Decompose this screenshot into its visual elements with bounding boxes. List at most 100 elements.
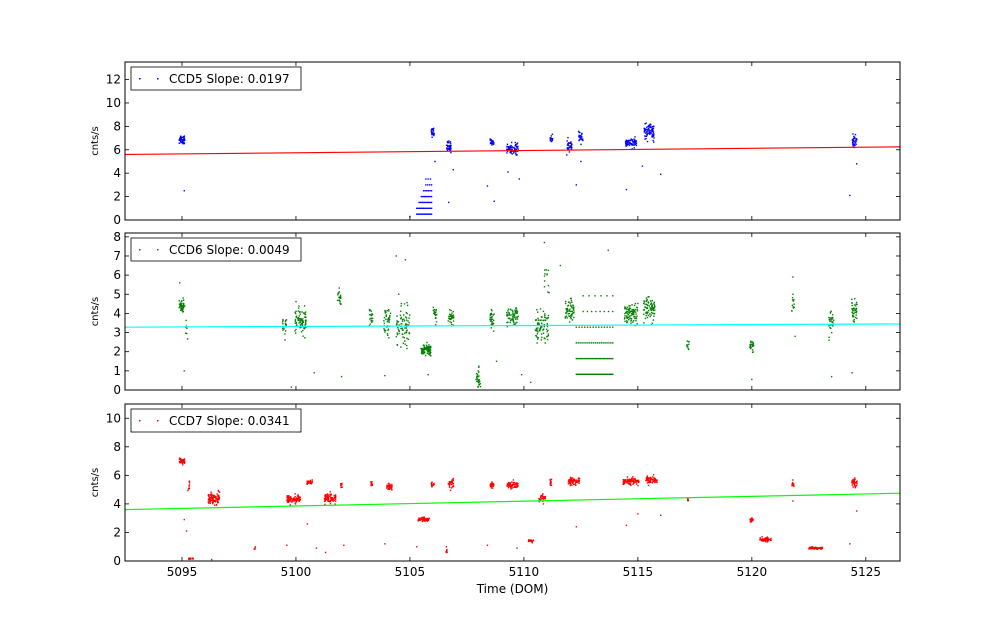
data-point xyxy=(405,330,408,332)
data-point xyxy=(625,140,627,143)
data-point xyxy=(445,551,447,554)
data-point xyxy=(765,541,767,543)
data-point xyxy=(632,320,635,322)
data-point xyxy=(589,373,591,375)
data-point xyxy=(749,519,752,521)
data-point xyxy=(854,133,857,136)
data-point xyxy=(574,483,576,485)
data-point xyxy=(575,326,578,328)
y-tick-label: 4 xyxy=(113,166,121,180)
data-point xyxy=(396,324,398,326)
data-point xyxy=(423,349,425,352)
data-point xyxy=(579,136,581,139)
data-point xyxy=(515,311,517,313)
data-point xyxy=(295,316,297,318)
data-point xyxy=(478,381,480,383)
data-point xyxy=(540,498,542,500)
data-point xyxy=(426,349,428,351)
data-point xyxy=(752,341,754,344)
data-point xyxy=(386,326,388,328)
data-point xyxy=(333,497,335,500)
data-point xyxy=(297,498,299,500)
data-point xyxy=(179,459,182,461)
data-point xyxy=(180,304,183,306)
data-point xyxy=(384,310,386,313)
data-point xyxy=(433,312,435,315)
data-point xyxy=(854,481,856,484)
data-point xyxy=(635,316,637,319)
data-point xyxy=(294,332,297,334)
data-point xyxy=(209,494,212,496)
data-point xyxy=(183,135,186,137)
data-point xyxy=(449,145,451,147)
data-point xyxy=(285,330,287,332)
data-point xyxy=(654,481,656,484)
data-point xyxy=(422,352,425,355)
data-point xyxy=(188,485,190,487)
data-point xyxy=(507,485,509,487)
data-point xyxy=(644,317,647,320)
data-point xyxy=(286,500,288,502)
data-point xyxy=(506,143,509,146)
data-point xyxy=(791,296,794,299)
data-point xyxy=(818,547,820,550)
data-point xyxy=(513,314,515,317)
data-point xyxy=(334,498,337,501)
data-point xyxy=(646,134,648,136)
data-point xyxy=(650,302,653,305)
data-point xyxy=(851,482,853,484)
data-point xyxy=(428,351,430,353)
data-point xyxy=(284,339,286,341)
data-point xyxy=(179,304,182,306)
data-point xyxy=(427,519,429,521)
data-point xyxy=(298,497,300,500)
data-point xyxy=(652,309,655,312)
data-point xyxy=(447,145,449,147)
data-point xyxy=(855,312,858,314)
data-point xyxy=(542,498,544,500)
data-point xyxy=(422,517,424,520)
data-point xyxy=(537,337,539,339)
data-point xyxy=(793,303,795,305)
data-point xyxy=(687,345,689,348)
data-point xyxy=(435,321,438,323)
data-point xyxy=(181,462,184,465)
data-point xyxy=(628,310,630,312)
data-point xyxy=(303,313,306,315)
data-point xyxy=(853,480,855,482)
data-point xyxy=(511,318,514,320)
data-point xyxy=(311,479,313,481)
data-point xyxy=(631,313,633,315)
data-point xyxy=(216,497,218,499)
data-point xyxy=(540,339,543,341)
data-point xyxy=(633,310,636,312)
data-point xyxy=(853,484,856,487)
data-point xyxy=(422,195,424,198)
data-point xyxy=(402,333,404,335)
data-point xyxy=(628,483,630,485)
data-point xyxy=(182,464,184,466)
data-point xyxy=(418,201,420,204)
data-point xyxy=(420,195,423,198)
data-point xyxy=(549,140,552,142)
data-point xyxy=(831,318,834,320)
data-point xyxy=(403,303,406,305)
data-point xyxy=(855,310,858,313)
data-point xyxy=(329,499,331,502)
data-point xyxy=(399,314,402,317)
data-point xyxy=(325,496,328,498)
data-point xyxy=(515,307,518,309)
data-point xyxy=(602,357,605,360)
data-point xyxy=(569,142,572,145)
data-point xyxy=(390,484,392,486)
data-point xyxy=(604,373,606,375)
data-point xyxy=(179,457,182,460)
data-point xyxy=(646,479,648,482)
data-point xyxy=(570,313,573,316)
data-point xyxy=(478,365,480,367)
data-point xyxy=(511,481,513,483)
data-point xyxy=(853,312,855,315)
data-point xyxy=(577,479,579,482)
data-point xyxy=(293,497,295,499)
data-point xyxy=(514,141,516,144)
